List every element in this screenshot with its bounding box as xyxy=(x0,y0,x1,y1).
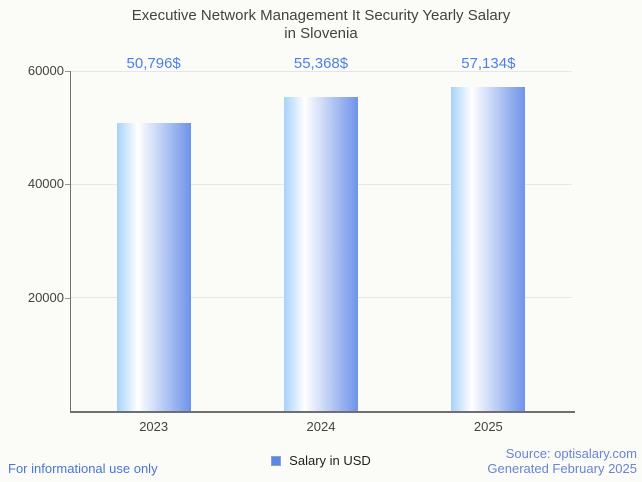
chart-title-line1: Executive Network Management It Security… xyxy=(131,7,511,24)
legend-label: Salary in USD xyxy=(289,453,371,468)
y-axis-label: 20000 xyxy=(27,289,64,305)
source-link[interactable]: Source: optisalary.com xyxy=(505,446,637,461)
y-axis-tick xyxy=(65,297,70,299)
legend: Salary in USD xyxy=(0,453,642,468)
source-attribution: Source: optisalary.com Generated Februar… xyxy=(487,446,637,476)
x-axis-category-label: 2025 xyxy=(473,419,503,434)
bar-value-label: 57,134$ xyxy=(461,55,516,72)
bar-2024[interactable] xyxy=(284,97,358,411)
y-axis-tick xyxy=(65,71,70,72)
disclaimer-text: For informational use only xyxy=(8,461,158,476)
x-axis-category-label: 2023 xyxy=(139,419,169,434)
x-axis-category-label: 2024 xyxy=(306,419,336,434)
generated-date: Generated February 2025 xyxy=(487,461,637,476)
bar-2023[interactable] xyxy=(116,123,191,411)
x-axis-line xyxy=(70,411,575,413)
legend-marker-square xyxy=(271,455,282,466)
bar-value-label: 50,796$ xyxy=(126,55,181,72)
bar-value-label: 55,368$ xyxy=(293,55,349,72)
y-axis-line xyxy=(70,71,71,411)
gridline xyxy=(70,70,572,72)
y-axis-label: 40000 xyxy=(27,176,64,192)
chart-title: Executive Network Management It Security… xyxy=(0,7,642,43)
y-axis-label: 60000 xyxy=(27,63,64,78)
chart-title-line2: in Slovenia xyxy=(284,25,358,42)
y-axis-tick xyxy=(65,184,70,186)
bar-2025[interactable] xyxy=(451,87,526,411)
